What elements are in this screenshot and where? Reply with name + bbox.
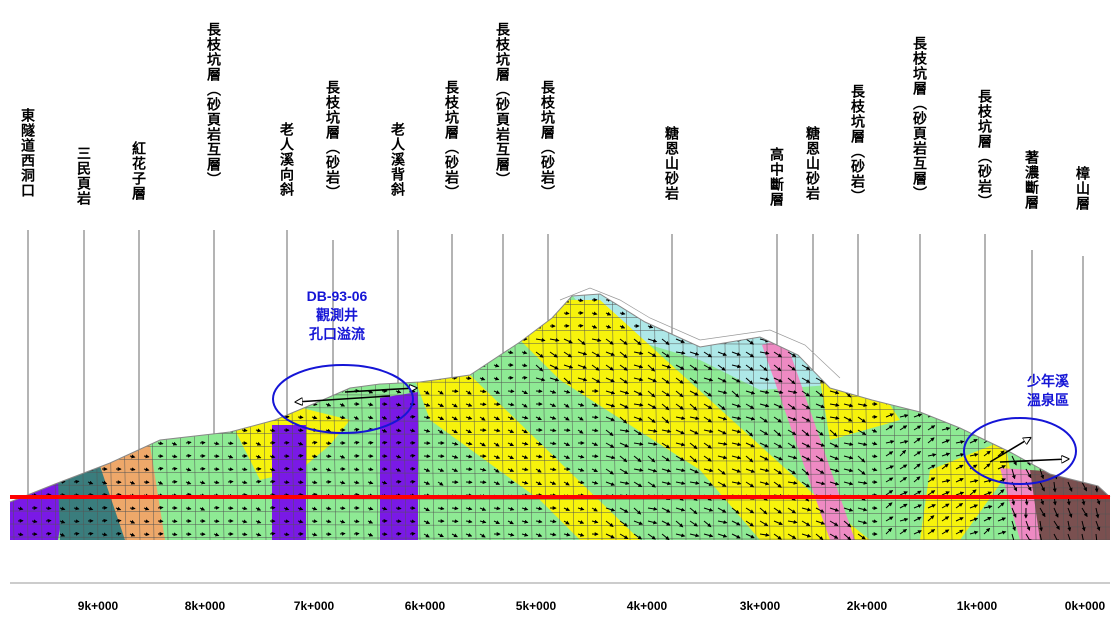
chainage-tick-9: 1k+000 [956, 599, 998, 613]
flow-arrows-large [296, 388, 1068, 462]
geo-label-6: 長枝坑層（砂岩） [325, 80, 341, 200]
chainage-tick-2: 8k+000 [184, 599, 226, 613]
geo-label-10: 長枝坑層（砂岩） [540, 80, 556, 200]
chainage-tick-8: 2k+000 [846, 599, 888, 613]
geo-label-5: 老人溪向斜 [279, 122, 295, 197]
chainage-tick-10: 0k+000 [1064, 599, 1106, 613]
geo-label-11: 糖恩山砂岩 [664, 126, 680, 201]
well-id: DB-93-06 [306, 288, 368, 304]
geo-label-4: 長枝坑層（砂頁岩互層） [206, 22, 222, 187]
spring-label-1: 少年溪 [1027, 373, 1069, 389]
geo-label-2: 三民頁岩 [76, 146, 92, 206]
geo-label-7: 老人溪背斜 [390, 122, 406, 197]
geo-label-17: 著濃斷層 [1024, 150, 1040, 210]
well-label-1: 觀測井 [316, 307, 358, 323]
geo-label-16: 長枝坑層（砂岩） [977, 89, 993, 209]
geo-label-15: 長枝坑層（砂頁岩互層） [912, 36, 928, 201]
geo-label-1: 東隧道西洞口 [20, 108, 36, 198]
chainage-tick-5: 5k+000 [515, 599, 557, 613]
geo-label-12: 高中斷層 [769, 147, 785, 207]
geo-label-3: 紅花子層 [131, 141, 147, 201]
chainage-tick-6: 4k+000 [626, 599, 668, 613]
well-label-2: 孔口溢流 [309, 326, 365, 342]
geo-label-8: 長枝坑層（砂岩） [444, 80, 460, 200]
geo-label-18: 樟山層 [1075, 166, 1091, 211]
geo-label-13: 糖恩山砂岩 [805, 126, 821, 201]
geo-label-14: 長枝坑層（砂岩） [850, 84, 866, 204]
spring-annotation: 少年溪 溫泉區 [1003, 372, 1093, 410]
geo-label-9: 長枝坑層（砂頁岩互層） [495, 22, 511, 187]
chainage-tick-7: 3k+000 [739, 599, 781, 613]
chainage-tick-3: 7k+000 [293, 599, 335, 613]
well-annotation: DB-93-06 觀測井 孔口溢流 [282, 287, 392, 344]
chainage-tick-1: 9k+000 [77, 599, 119, 613]
spring-highlight-ellipse [963, 417, 1077, 485]
well-highlight-ellipse [272, 364, 414, 434]
geologic-units [10, 294, 1110, 540]
spring-label-2: 溫泉區 [1027, 392, 1069, 408]
chainage-tick-4: 6k+000 [404, 599, 446, 613]
